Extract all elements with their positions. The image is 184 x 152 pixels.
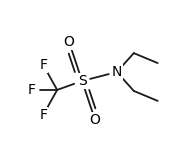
Text: F: F [39,58,47,72]
Text: O: O [90,113,100,127]
Text: F: F [39,108,47,122]
Text: F: F [27,83,35,97]
Text: N: N [112,65,122,79]
Text: S: S [78,74,86,88]
Text: O: O [64,35,75,49]
